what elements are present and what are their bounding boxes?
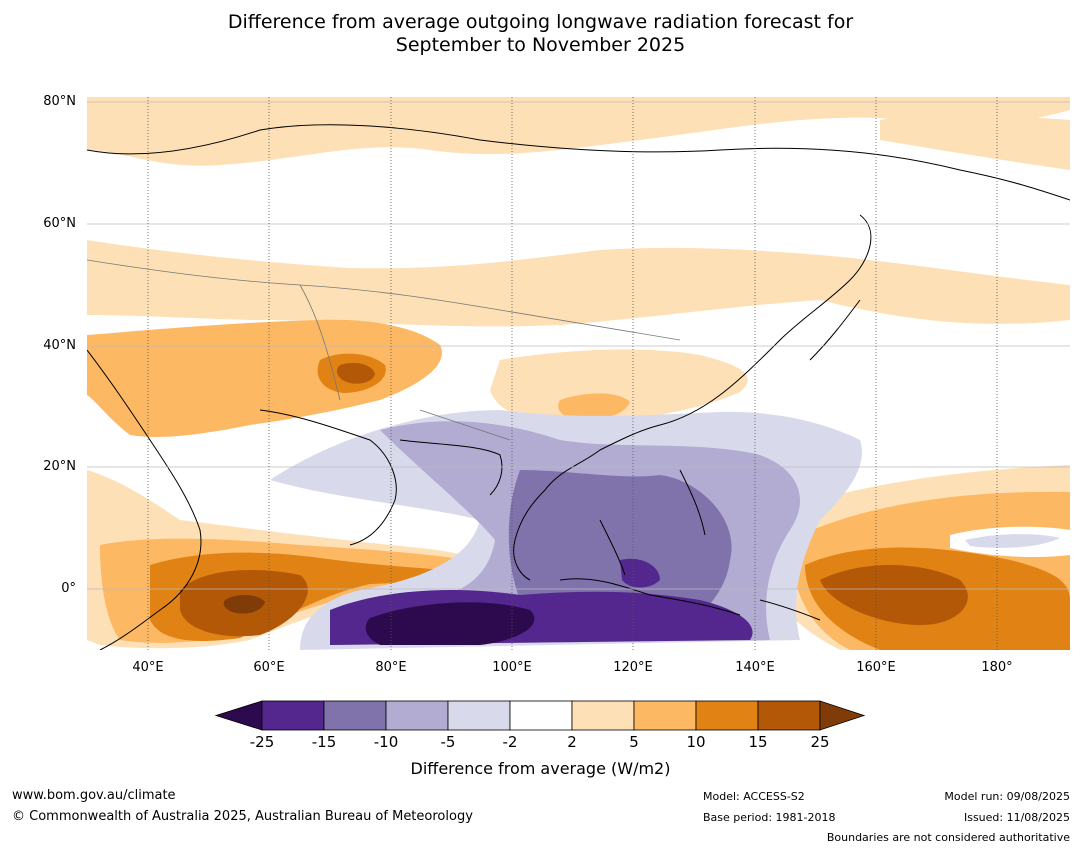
lon-label-120e: 120°E xyxy=(613,660,653,675)
lat-label-20n: 20°N xyxy=(43,459,76,474)
base-period-text: Base period: 1981-2018 xyxy=(703,811,836,824)
region-china-orange xyxy=(558,393,630,421)
region-indian-ocean-deepest xyxy=(365,602,535,645)
colorbar-tick: 10 xyxy=(686,733,706,751)
country-borders xyxy=(87,259,681,441)
lon-label-80e: 80°E xyxy=(375,660,407,675)
copyright-text: © Commonwealth of Australia 2025, Austra… xyxy=(12,809,473,824)
model-text: Model: ACCESS-S2 xyxy=(703,790,805,803)
region-west-pacific-core xyxy=(820,565,968,625)
region-indian-ocean-peak xyxy=(223,594,265,614)
region-central-asia xyxy=(87,319,442,437)
region-east-asia-light xyxy=(490,349,748,426)
colorbar-segment xyxy=(571,700,635,731)
region-maritime-dark-north xyxy=(620,558,660,588)
colorbar-segment xyxy=(633,700,697,731)
lon-label-40e: 40°E xyxy=(132,660,164,675)
colorbar-tick: -5 xyxy=(440,733,456,751)
lon-label-100e: 100°E xyxy=(492,660,532,675)
longitude-gridlines xyxy=(147,97,998,650)
region-asia-light-band xyxy=(87,240,1070,327)
model-run-text: Model run: 09/08/2025 xyxy=(944,790,1070,803)
chart-title-line2: September to November 2025 xyxy=(395,34,686,56)
colorbar-tick: -10 xyxy=(373,733,399,751)
colorbar-segment xyxy=(695,700,759,731)
issued-text: Issued: 11/08/2025 xyxy=(963,811,1070,824)
colorbar-segment xyxy=(385,700,449,731)
lat-label-60n: 60°N xyxy=(43,216,76,231)
region-pacific-cool-pocket xyxy=(965,534,1060,548)
colorbar-segment xyxy=(509,700,573,731)
colorbar-tick: 5 xyxy=(629,733,639,751)
lon-label-140e: 140°E xyxy=(735,660,775,675)
colorbar-segment xyxy=(261,700,325,731)
colorbar-segment xyxy=(757,700,821,731)
colorbar-segments xyxy=(214,700,866,731)
colorbar-tick: 15 xyxy=(748,733,768,751)
colorbar-extend-low xyxy=(214,700,263,731)
colorbar-segment xyxy=(447,700,511,731)
colorbar-segment xyxy=(323,700,387,731)
lat-label-40n: 40°N xyxy=(43,338,76,353)
colorbar-label: Difference from average (W/m2) xyxy=(410,759,671,778)
region-northeast-asia xyxy=(880,114,1070,170)
colorbar-tick: 25 xyxy=(810,733,830,751)
coastlines xyxy=(87,124,1070,650)
lat-label-equator: 0° xyxy=(61,581,76,596)
colorbar-tick: -25 xyxy=(249,733,275,751)
latitude-gridlines xyxy=(87,101,1070,590)
website-link[interactable]: www.bom.gov.au/climate xyxy=(12,788,176,803)
lon-label-160e: 160°E xyxy=(856,660,896,675)
chart-title-line1: Difference from average outgoing longwav… xyxy=(227,11,854,33)
disclaimer-text: Boundaries are not considered authoritat… xyxy=(826,831,1070,844)
lon-label-180: 180° xyxy=(981,660,1013,675)
colorbar-tick: -2 xyxy=(502,733,518,751)
colorbar-tick: -15 xyxy=(311,733,337,751)
map-canvas xyxy=(87,97,1070,650)
colorbar-tick: 2 xyxy=(567,733,577,751)
colorbar-extend-high xyxy=(819,700,866,731)
lat-label-80n: 80°N xyxy=(43,94,76,109)
lon-label-60e: 60°E xyxy=(253,660,285,675)
region-tibet-core xyxy=(336,362,375,384)
region-north-eurasia xyxy=(87,97,1070,166)
